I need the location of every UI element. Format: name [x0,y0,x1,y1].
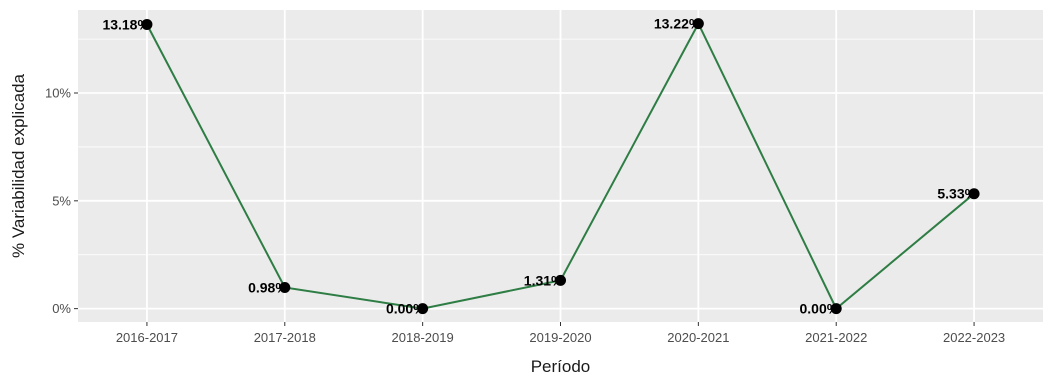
data-point [555,274,566,286]
data-point [141,18,153,30]
data-label: 0.98% [248,280,288,296]
x-tick-label: 2017-2018 [254,330,316,345]
data-point [830,303,842,315]
data-label: 13.18% [102,16,150,32]
data-point [968,188,980,200]
y-axis: 0% 5% 10% [45,86,78,316]
x-tick-label: 2020-2021 [667,330,729,345]
data-point [417,303,429,315]
x-axis: 2016-2017 2017-2018 2018-2019 2019-2020 2020… [116,322,1005,345]
y-tick-label: 5% [52,193,71,208]
x-tick-label: 2022-2023 [943,330,1005,345]
y-axis-title: % Variabilidad explicada [9,73,28,258]
data-labels: 13.18% 0.98% 0.00% 1.31% 13.22% 0.00% 5.33% [102,16,977,317]
x-tick-label: 2018-2019 [392,330,454,345]
x-axis-title: Período [531,357,591,376]
data-label: 1.31% [524,272,564,288]
data-label: 0.00% [800,301,840,317]
data-label: 5.33% [937,186,977,202]
x-tick-label: 2021-2022 [805,330,867,345]
x-tick-label: 2019-2020 [529,330,591,345]
y-tick-label: 0% [52,301,71,316]
x-tick-label: 2016-2017 [116,330,178,345]
data-point [692,18,704,30]
grid-major [78,10,1043,322]
data-points [141,18,980,315]
data-point [279,282,291,294]
data-label: 13.22% [654,16,702,32]
data-label: 0.00% [386,301,426,317]
y-tick-label: 10% [45,86,71,101]
